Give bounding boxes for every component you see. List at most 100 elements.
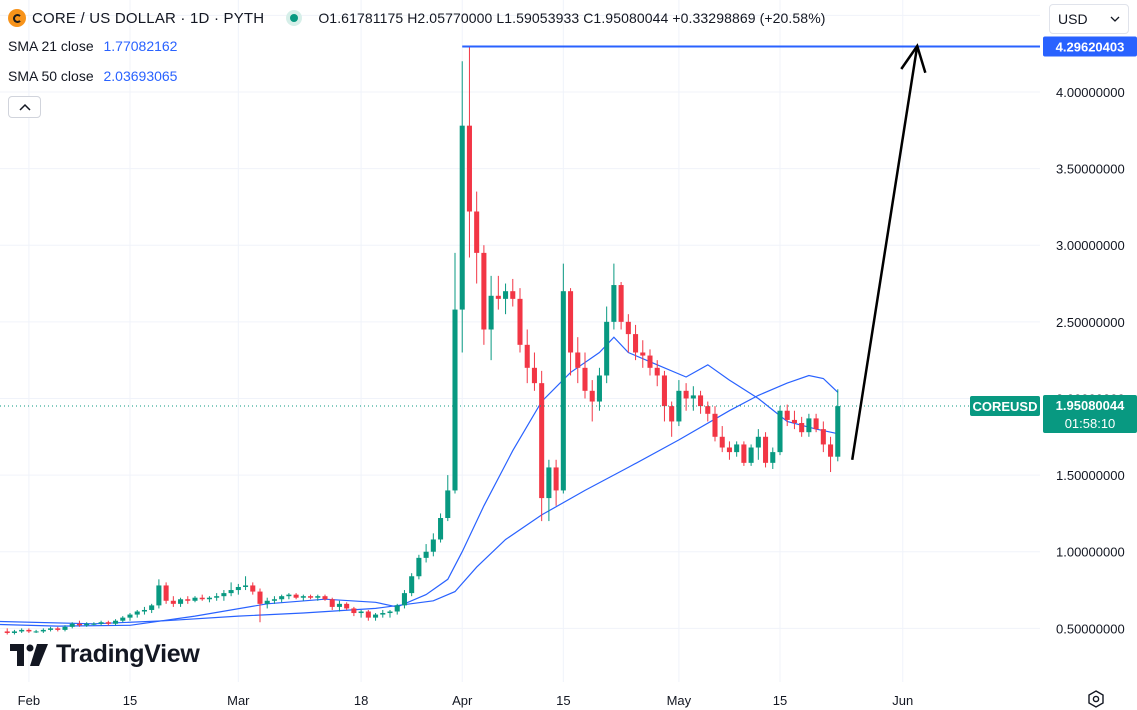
candle-body (661, 375, 667, 407)
candle (770, 447, 776, 469)
candle-body (69, 623, 75, 627)
tradingview-logo[interactable]: TradingView (10, 640, 200, 669)
candle (192, 596, 198, 603)
candle-body (553, 467, 559, 491)
price-tick-label: 3.00000000 (1056, 238, 1125, 253)
chart-settings-icon[interactable] (1086, 689, 1106, 709)
candle (351, 606, 357, 617)
candle-body (582, 367, 588, 391)
bar-countdown: 01:58:10 (1065, 416, 1116, 431)
candle (286, 593, 292, 600)
candle-body (676, 390, 682, 422)
candle (575, 337, 581, 384)
candle-body (517, 298, 523, 345)
logo-text: TradingView (56, 640, 200, 668)
candle (134, 609, 140, 618)
candle-body (4, 631, 10, 633)
legend-sma50[interactable]: SMA 50 close 2.03693065 (8, 68, 177, 84)
time-tick-label: Apr (452, 693, 473, 708)
candle (683, 383, 689, 411)
candle-body (546, 467, 552, 499)
price-axis[interactable]: 0.500000001.000000001.500000002.00000000… (970, 8, 1137, 636)
time-tick-label: Jun (892, 693, 913, 708)
sma50-line (0, 374, 839, 625)
candle (517, 288, 523, 353)
candle-body (438, 518, 444, 540)
candle-body (98, 622, 104, 624)
candle-body (430, 539, 436, 552)
candle-body (322, 596, 328, 600)
candle-body (141, 609, 147, 612)
candle (373, 613, 379, 621)
candle (539, 370, 545, 522)
candle-body (828, 444, 834, 457)
candle-body (91, 623, 97, 625)
symbol-title[interactable]: CORE / US DOLLAR · 1D · PYTH (32, 9, 265, 27)
candle-body (575, 352, 581, 368)
currency-select[interactable]: USD (1049, 4, 1129, 34)
candle-body (84, 623, 90, 626)
candle (55, 626, 61, 632)
candle-body (264, 600, 270, 604)
candles (4, 45, 841, 635)
market-status-icon[interactable] (286, 10, 303, 26)
candle-body (336, 603, 342, 607)
candle (322, 594, 328, 601)
candle (300, 594, 306, 601)
candle (553, 459, 559, 506)
candle (199, 594, 205, 601)
candle (430, 533, 436, 557)
candle (791, 410, 797, 430)
candle (654, 360, 660, 387)
candle-body (683, 390, 689, 399)
candle (503, 283, 509, 315)
price-tick-label: 2.50000000 (1056, 315, 1125, 330)
candle (719, 426, 725, 453)
candle-body (452, 309, 458, 491)
candle-body (163, 585, 169, 601)
candle (640, 340, 646, 368)
candle (221, 590, 227, 601)
candle-body (625, 321, 631, 335)
candle-body (777, 410, 783, 453)
candle (336, 600, 342, 612)
candle (11, 629, 17, 635)
candle (105, 620, 111, 626)
candle-body (40, 629, 46, 632)
candle (235, 583, 241, 595)
current-price-label-bg (1043, 395, 1137, 434)
candle-body (149, 605, 155, 610)
candle-body (19, 629, 25, 632)
candle-body (495, 295, 501, 299)
candle-body (134, 611, 140, 615)
candle-body (416, 557, 422, 577)
candle (185, 596, 191, 604)
candle-body (214, 596, 220, 598)
candle-body (474, 211, 480, 253)
symbol-header: CORE / US DOLLAR · 1D · PYTH O1.61781175… (8, 8, 826, 28)
candle-body (560, 291, 566, 491)
candle-body (835, 406, 841, 457)
candle (712, 406, 718, 442)
candle-body (344, 603, 350, 609)
candle (835, 389, 841, 462)
candle (279, 594, 285, 603)
candle-body (243, 585, 249, 587)
candle-body (524, 344, 530, 368)
candle-body (698, 395, 704, 407)
collapse-legend-button[interactable] (8, 96, 41, 118)
time-axis[interactable]: Feb 15 Mar 18 Apr 15 May 15 Jun (18, 693, 914, 708)
legend-sma21[interactable]: SMA 21 close 1.77082162 (8, 38, 177, 54)
candle (596, 367, 602, 411)
candle (91, 622, 97, 626)
candle (676, 380, 682, 427)
candle-body (611, 285, 617, 322)
arrow-head (900, 43, 927, 74)
candle (113, 619, 119, 626)
candle-body (409, 576, 415, 594)
candle (560, 263, 566, 494)
candle (228, 582, 234, 597)
candle (19, 628, 25, 633)
core-coin-icon (8, 9, 26, 27)
